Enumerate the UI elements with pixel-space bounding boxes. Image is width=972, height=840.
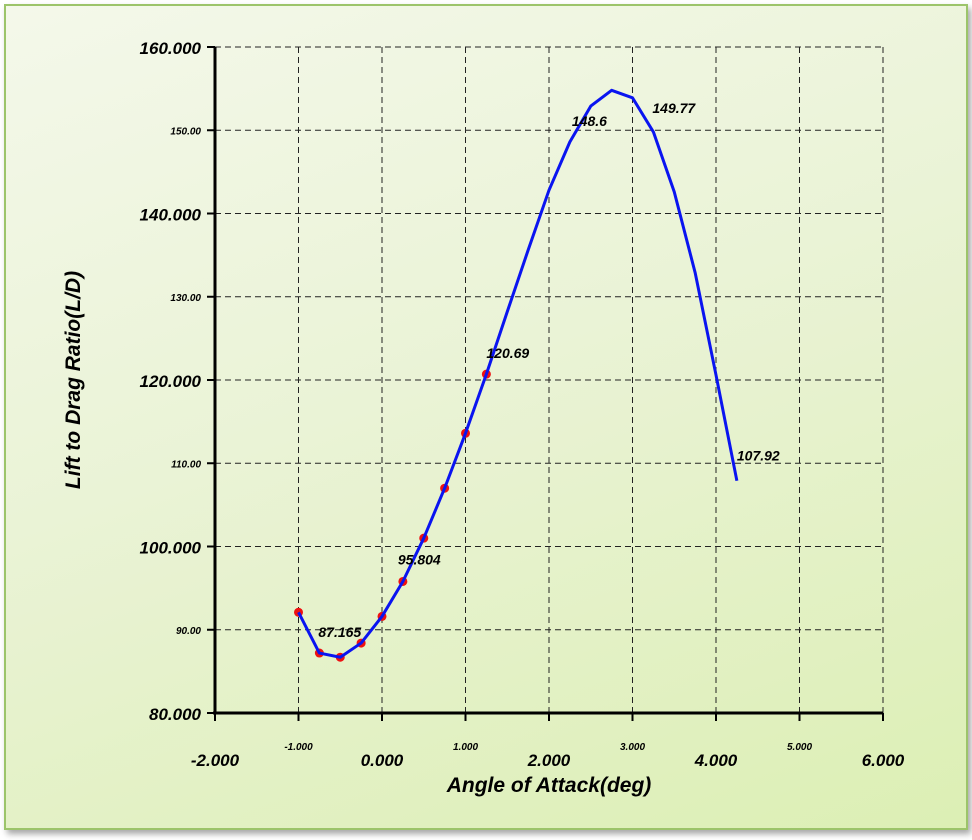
y-minor-tick-label: 150.00 [170,126,201,137]
y-major-tick-label: 160.000 [140,39,202,58]
data-label: 148.6 [572,113,607,129]
x-major-tick-label: 0.000 [361,751,404,770]
grid [215,46,884,713]
y-minor-tick-label: 110.00 [171,459,201,470]
data-label: 107.92 [737,448,780,464]
x-major-tick-label: 4.000 [694,751,738,770]
x-major-tick-label: 2.000 [527,751,571,770]
x-minor-tick-label: 5.000 [787,742,812,753]
y-axis-label: Lift to Drag Ratio(L/D) [62,271,85,489]
x-minor-tick-label: 3.000 [620,742,645,753]
y-major-tick-label: 100.000 [140,539,202,558]
x-major-tick-label: -2.000 [191,751,240,770]
data-label: 120.69 [486,345,529,361]
tick-labels: -2.000 0.000 2.000 4.000 6.000 -1.000 1.000 3.0… [140,39,905,770]
series-line [297,88,739,659]
x-axis-label: Angle of Attack(deg) [446,774,652,797]
y-major-tick-label: 120.000 [140,372,202,391]
annotations: 87.165 95.804 120.69 148.6 149.77 107.92 [318,100,780,640]
y-major-tick-label: 80.000 [149,705,202,724]
y-minor-tick-label: 130.00 [170,293,201,304]
data-label: 87.165 [318,624,361,640]
chart-frame [4,4,968,830]
x-minor-tick-label: 1.000 [453,742,478,753]
axes [207,46,884,721]
x-major-tick-label: 6.000 [862,751,905,770]
series [294,88,739,662]
y-minor-tick-label: 90.00 [176,626,201,637]
data-label: 95.804 [398,551,441,567]
x-minor-tick-label: -1.000 [284,742,313,753]
y-major-tick-label: 140.000 [140,206,202,225]
data-label: 149.77 [652,100,696,116]
